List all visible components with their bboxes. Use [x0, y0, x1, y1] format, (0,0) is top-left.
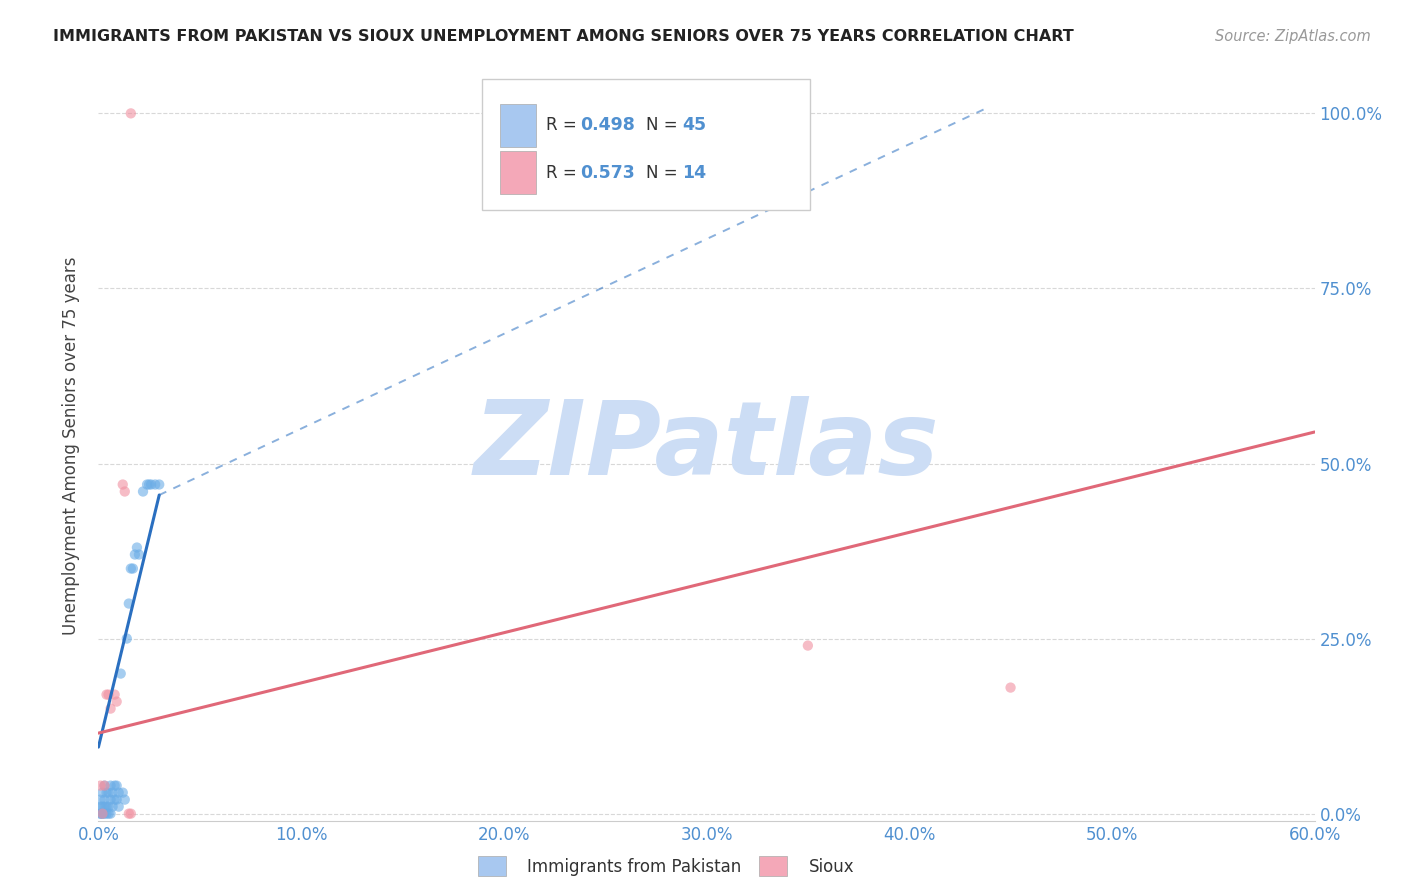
Point — [111, 477, 134, 491]
Point — [93, 779, 115, 793]
Text: Source: ZipAtlas.com: Source: ZipAtlas.com — [1215, 29, 1371, 44]
Point — [104, 792, 127, 806]
Text: ZIPatlas: ZIPatlas — [474, 395, 939, 497]
Point — [128, 548, 150, 562]
Text: Immigrants from Pakistan: Immigrants from Pakistan — [527, 858, 741, 876]
Point — [107, 799, 129, 814]
Text: R =: R = — [546, 116, 582, 135]
Point — [110, 666, 132, 681]
Point — [138, 477, 160, 491]
Point — [114, 484, 136, 499]
Point — [91, 786, 114, 800]
Point — [105, 779, 128, 793]
Point — [132, 484, 155, 499]
Text: N =: N = — [645, 163, 682, 181]
Point — [120, 561, 142, 575]
Point — [96, 799, 118, 814]
Point — [105, 792, 128, 806]
Text: 45: 45 — [682, 116, 706, 135]
Point — [100, 701, 122, 715]
Point — [100, 792, 122, 806]
Point — [797, 639, 820, 653]
Point — [91, 806, 114, 821]
Point — [101, 799, 124, 814]
Point — [93, 779, 115, 793]
Point — [91, 799, 114, 814]
Point — [97, 786, 120, 800]
Point — [97, 799, 120, 814]
Point — [114, 792, 136, 806]
FancyBboxPatch shape — [499, 151, 536, 194]
Point — [118, 597, 141, 611]
Point — [115, 632, 138, 646]
Point — [96, 688, 118, 702]
Text: 14: 14 — [682, 163, 706, 181]
Point — [136, 477, 159, 491]
Point — [125, 541, 148, 555]
Point — [89, 806, 111, 821]
Point — [96, 786, 118, 800]
Text: Sioux: Sioux — [808, 858, 853, 876]
Point — [107, 786, 129, 800]
Point — [97, 806, 120, 821]
Point — [120, 106, 142, 120]
Point — [100, 779, 122, 793]
Point — [148, 477, 170, 491]
Text: R =: R = — [546, 163, 582, 181]
Point — [97, 688, 120, 702]
FancyBboxPatch shape — [499, 103, 536, 147]
Y-axis label: Unemployment Among Seniors over 75 years: Unemployment Among Seniors over 75 years — [62, 257, 80, 635]
Point — [104, 688, 127, 702]
Point — [1000, 681, 1022, 695]
Point — [104, 779, 127, 793]
Point — [139, 477, 162, 491]
Point — [93, 806, 115, 821]
Point — [89, 806, 111, 821]
Text: 0.573: 0.573 — [581, 163, 634, 181]
FancyBboxPatch shape — [481, 78, 810, 210]
Point — [120, 806, 142, 821]
Point — [118, 806, 141, 821]
Point — [91, 806, 114, 821]
Point — [122, 561, 145, 575]
Point — [89, 792, 111, 806]
Point — [124, 548, 146, 562]
Point — [93, 792, 115, 806]
Point — [89, 799, 111, 814]
Point — [93, 799, 115, 814]
Point — [105, 695, 128, 709]
Point — [100, 806, 122, 821]
Point — [101, 786, 124, 800]
Point — [91, 806, 114, 821]
Point — [143, 477, 166, 491]
Point — [111, 786, 134, 800]
Point — [96, 806, 118, 821]
Text: 0.498: 0.498 — [581, 116, 636, 135]
Text: IMMIGRANTS FROM PAKISTAN VS SIOUX UNEMPLOYMENT AMONG SENIORS OVER 75 YEARS CORRE: IMMIGRANTS FROM PAKISTAN VS SIOUX UNEMPL… — [53, 29, 1074, 44]
Point — [89, 779, 111, 793]
Text: N =: N = — [645, 116, 682, 135]
